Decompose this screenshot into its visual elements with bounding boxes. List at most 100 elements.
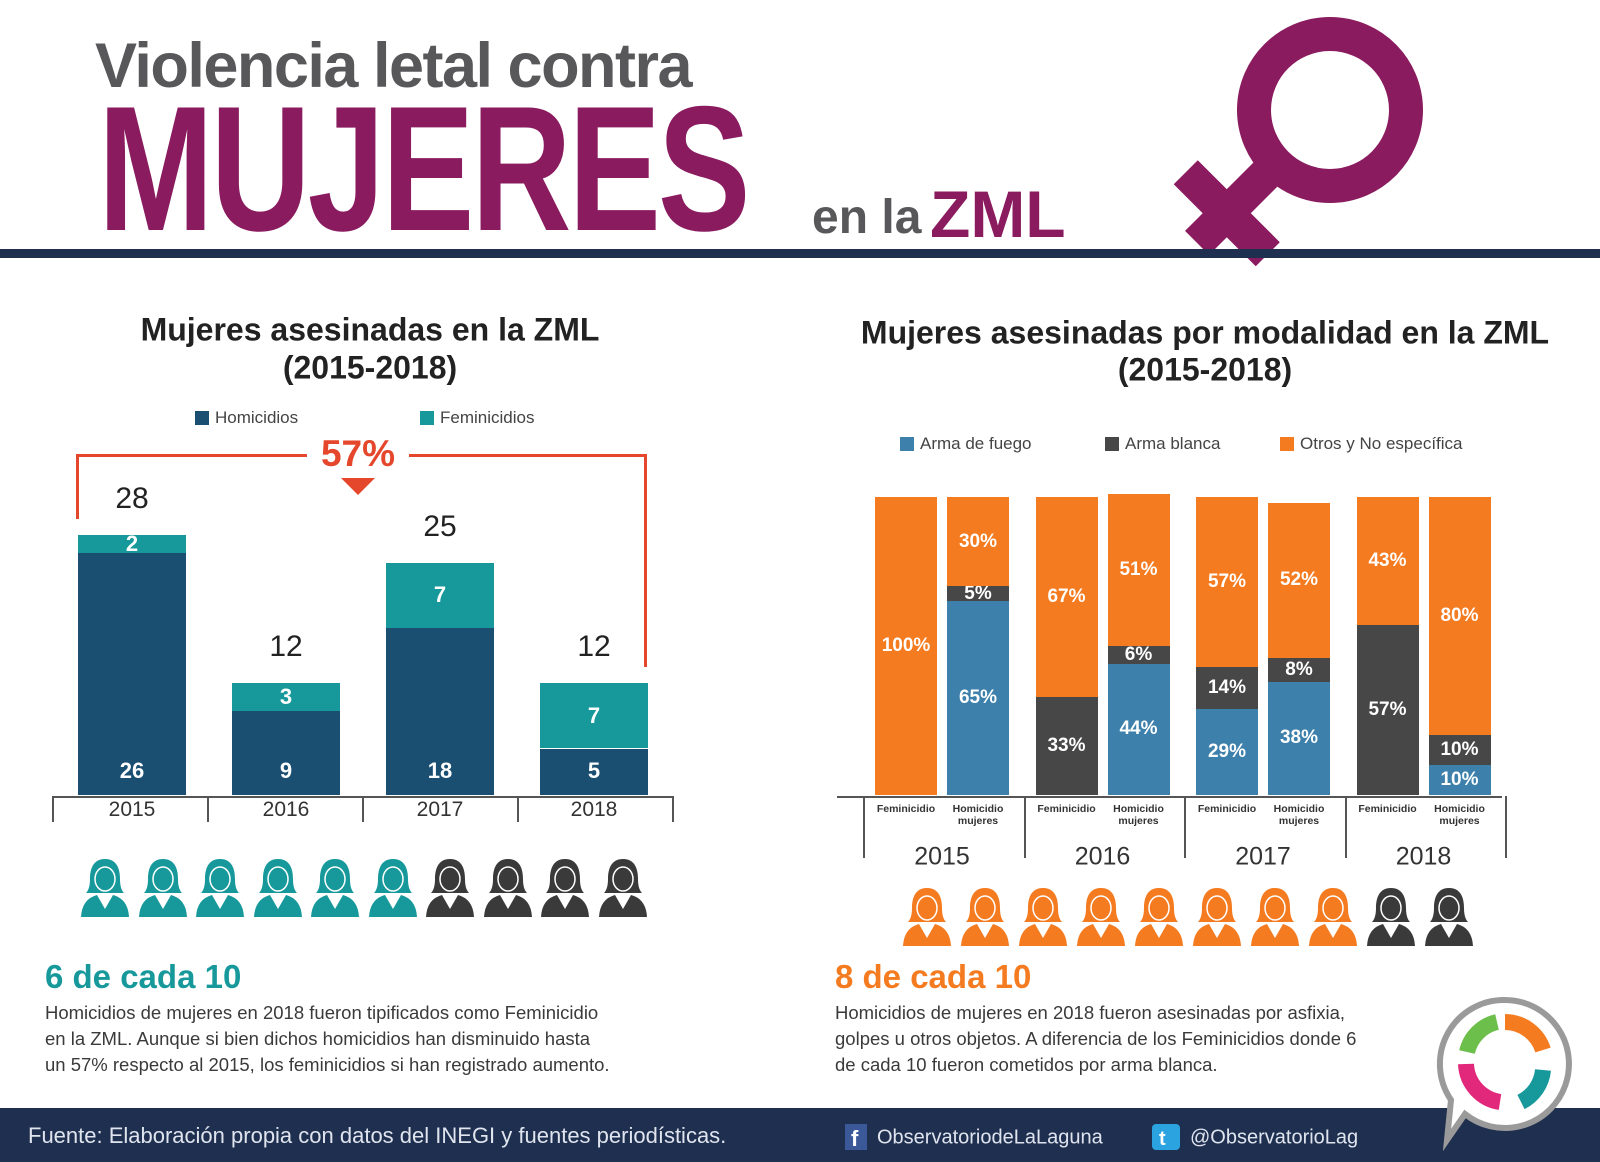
person-icon: [483, 859, 532, 917]
legend-label: Otros y No específica: [1300, 434, 1463, 453]
group-label: 2015: [914, 842, 970, 871]
segment-label: 52%: [1279, 569, 1319, 591]
person-icon: [1077, 888, 1125, 946]
paragraph-line: de cada 10 fueron cometidos por arma bla…: [835, 1054, 1218, 1075]
paragraph-line: en la ZML. Aunque si bien dichos homicid…: [45, 1028, 591, 1049]
axis-separator: [207, 796, 209, 822]
segment-label: 5: [587, 758, 601, 783]
bar-segment: [1107, 494, 1170, 646]
person-icon: [311, 859, 359, 917]
segment-label: 30%: [958, 530, 998, 552]
annotation-arrow: [341, 478, 375, 495]
segment-label: 10%: [1440, 739, 1479, 761]
bar-segment: [232, 711, 340, 795]
group-label: 2018: [1395, 842, 1452, 871]
segment-label: 33%: [1047, 734, 1086, 756]
x-tick-label: Homicidio mujeres: [1113, 803, 1164, 828]
axis-separator: [362, 796, 364, 822]
x-tick-label: 2016: [262, 798, 310, 821]
legend-label: Feminicidios: [440, 408, 535, 427]
title-main: MUJERES: [98, 69, 751, 268]
bar-segment: [947, 497, 1009, 587]
person-icon: [1019, 888, 1067, 946]
segment-label: 67%: [1047, 585, 1086, 607]
chart-subtitle: (2015-2018): [282, 349, 458, 386]
segment-label: 2: [125, 530, 139, 556]
axis-separator: [1505, 796, 1507, 858]
bar-segment: [1196, 666, 1258, 709]
segment-label: 26: [119, 758, 145, 783]
facebook-glyph: f: [851, 1126, 859, 1151]
x-tick-label: Feminicidio: [1037, 803, 1096, 815]
x-tick-label: 2017: [416, 798, 464, 821]
x-tick-label: Feminicidio: [876, 803, 936, 815]
person-icon: [903, 888, 951, 946]
bar-segment: [1268, 657, 1330, 682]
chart-title: Mujeres asesinadas en la ZML: [140, 311, 600, 348]
person-icon: [1251, 888, 1299, 946]
group-label: 2016: [1074, 842, 1131, 871]
segment-label: 3: [279, 684, 293, 710]
segment-label: 57%: [1368, 699, 1407, 721]
group-label: 2017: [1235, 842, 1291, 871]
segment-label: 43%: [1368, 550, 1407, 572]
x-tick-label: Homicidio mujeres: [1434, 803, 1485, 828]
legend-swatch: [900, 437, 914, 451]
twitter-handle: @ObservatorioLag: [1190, 1126, 1359, 1149]
segment-label: 5%: [964, 582, 992, 604]
segment-label: 80%: [1440, 605, 1479, 627]
bracket: [76, 454, 79, 519]
paragraph-line: golpes u otros objetos. A diferencia de …: [835, 1028, 1357, 1049]
bar-segment: [540, 683, 648, 749]
chart-title: Mujeres asesinadas por modalidad en la Z…: [860, 314, 1550, 351]
female-symbol: [1173, 17, 1423, 267]
axis-separator: [863, 796, 865, 858]
bar-segment: [875, 497, 937, 795]
legend-swatch: [1280, 437, 1294, 451]
axis-separator: [1184, 796, 1186, 858]
segment-label: 51%: [1119, 559, 1158, 580]
twitter-glyph: t: [1159, 1128, 1166, 1150]
source-note: Fuente: Elaboración propia con datos del…: [28, 1123, 727, 1148]
legend-label: Arma de fuego: [920, 434, 1032, 453]
bar-segment: [1196, 497, 1258, 667]
bar-segment: [78, 553, 186, 795]
person-icon: [598, 859, 647, 917]
x-tick-label: Feminicidio: [1358, 803, 1417, 815]
segment-label: 14%: [1207, 676, 1247, 698]
segment-label: 44%: [1119, 718, 1158, 740]
axis-separator: [1023, 796, 1026, 858]
legend-swatch: [1105, 437, 1119, 451]
title-region: ZML: [930, 177, 1066, 251]
bar-segment: [1428, 497, 1491, 736]
footer-band: [0, 1108, 1600, 1162]
bracket: [644, 454, 647, 668]
legend-label: Arma blanca: [1125, 434, 1221, 453]
bar-segment: [1035, 696, 1098, 795]
person-icon: [81, 859, 129, 917]
paragraph-line: Homicidios de mujeres en 2018 fueron ase…: [835, 1002, 1346, 1023]
person-icon: [368, 859, 417, 917]
bar-segment: [1428, 765, 1491, 795]
segment-label: 9: [279, 758, 293, 783]
person-icon: [1367, 888, 1415, 946]
segment-label: 100%: [881, 635, 931, 656]
bar-segment: [1035, 497, 1098, 697]
axis-separator: [52, 796, 54, 822]
person-icon: [196, 859, 244, 917]
bar-segment: [78, 534, 186, 554]
bar-segment: [540, 748, 648, 795]
facebook-icon: [845, 1124, 867, 1150]
bar-segment: [1107, 663, 1170, 795]
person-icon: [1193, 888, 1241, 946]
person-icon: [961, 888, 1009, 946]
axis-separator: [1344, 796, 1347, 858]
bar-segment: [1356, 625, 1419, 795]
person-icon: [426, 859, 474, 917]
axis-separator: [672, 796, 674, 822]
header-rule: [0, 249, 1600, 258]
person-icon: [1425, 888, 1473, 946]
logo: [1436, 996, 1572, 1152]
segment-label: 10%: [1440, 769, 1479, 791]
